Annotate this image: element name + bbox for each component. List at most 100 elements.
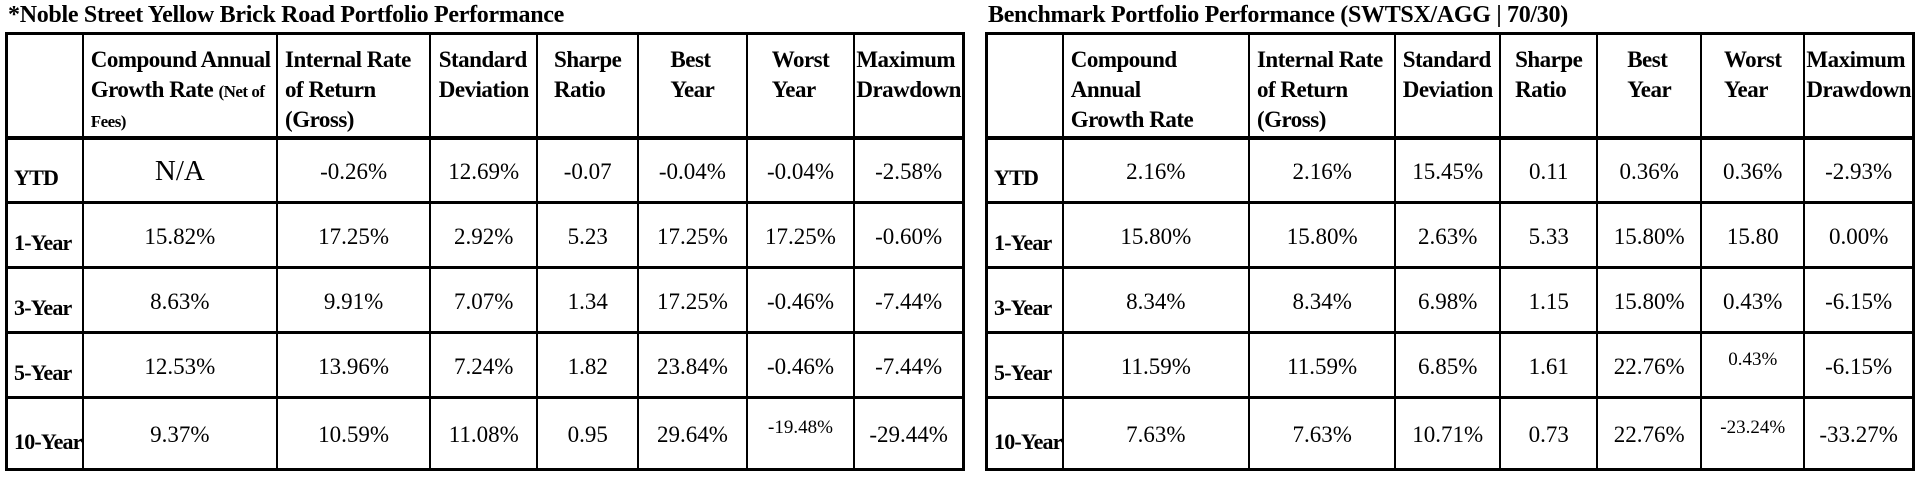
noble-street-portfolio-section: *Noble Street Yellow Brick Road Portfoli… [5, 2, 965, 472]
table-cell: N/A [81, 136, 279, 204]
row-label: 5-Year [5, 331, 84, 399]
table-cell: 5.33 [1499, 201, 1599, 269]
table-row: 3-Year 8.34% 8.34% 6.98% 1.15 15.80% 0.43% -6.1… [985, 266, 1915, 334]
row-label: 3-Year [5, 266, 84, 334]
row-label: 1-Year [985, 201, 1064, 269]
table-cell: 15.82% [81, 201, 279, 269]
table-cell: 8.34% [1247, 266, 1397, 334]
column-header: Compound Annual Growth Rate (Net of Fees) [81, 32, 279, 139]
table-row: 1-Year 15.82% 17.25% 2.92% 5.23 17.25% 17.25% -… [5, 201, 965, 269]
table-row: 5-Year 11.59% 11.59% 6.85% 1.61 22.76% 0.43% -6… [985, 331, 1915, 399]
table-cell: 1.15 [1499, 266, 1599, 334]
table-cell: 7.24% [429, 331, 539, 399]
table-cell: -19.48% [745, 396, 856, 471]
column-header: Worst Year [745, 32, 856, 139]
table-cell: -7.44% [853, 266, 965, 334]
column-header: Best Year [637, 32, 748, 139]
table-cell: -0.04% [745, 136, 856, 204]
table-cell: 1.82 [536, 331, 640, 399]
table-cell: 17.25% [637, 201, 748, 269]
table-cell: 12.69% [429, 136, 539, 204]
table-cell: 22.76% [1596, 396, 1703, 471]
table-cell: 11.59% [1061, 331, 1250, 399]
column-header: Compound Annual Growth Rate [1061, 32, 1250, 139]
table-cell: 7.63% [1061, 396, 1250, 471]
table-cell: 8.63% [81, 266, 279, 334]
table-cell: 0.36% [1596, 136, 1703, 204]
table-cell: 2.92% [429, 201, 539, 269]
table-cell: 15.80% [1247, 201, 1397, 269]
table-cell: 17.25% [276, 201, 432, 269]
noble-street-performance-table: Compound Annual Growth Rate (Net of Fees)… [5, 32, 965, 472]
table-cell: 9.37% [81, 396, 279, 471]
benchmark-performance-table: Compound Annual Growth Rate Internal Rate o… [985, 32, 1915, 472]
table-cell: 0.36% [1700, 136, 1806, 204]
table-cell: 0.43% [1700, 266, 1806, 334]
table-cell: 6.98% [1394, 266, 1502, 334]
table-cell: 15.80% [1596, 201, 1703, 269]
table-cell: -2.58% [853, 136, 965, 204]
table-row: 10-Year 7.63% 7.63% 10.71% 0.73 22.76% -23.24%… [985, 396, 1915, 471]
table-cell: 7.07% [429, 266, 539, 334]
table-cell: 6.85% [1394, 331, 1502, 399]
table-cell: 15.80% [1596, 266, 1703, 334]
benchmark-portfolio-section: Benchmark Portfolio Performance (SWTSX/A… [985, 2, 1915, 472]
header-row: Compound Annual Growth Rate (Net of Fees)… [5, 32, 965, 139]
table-cell: -0.26% [276, 136, 432, 204]
table-cell: 13.96% [276, 331, 432, 399]
table-cell: 12.53% [81, 331, 279, 399]
table-cell: -0.04% [637, 136, 748, 204]
table-row: 5-Year 12.53% 13.96% 7.24% 1.82 23.84% -0.46% -… [5, 331, 965, 399]
column-header: Internal Rate of Return (Gross) [1247, 32, 1397, 139]
table-cell: 17.25% [637, 266, 748, 334]
table-cell: -29.44% [853, 396, 965, 471]
table-cell: -0.46% [745, 266, 856, 334]
table-cell: 0.95 [536, 396, 640, 471]
table-cell: -7.44% [853, 331, 965, 399]
column-header: Maximum Drawdown [853, 32, 965, 139]
row-label: YTD [985, 136, 1064, 204]
table-cell: -6.15% [1803, 331, 1915, 399]
table-row: YTD 2.16% 2.16% 15.45% 0.11 0.36% 0.36% -2.93% [985, 136, 1915, 204]
table-row: 1-Year 15.80% 15.80% 2.63% 5.33 15.80% 15.80 0.… [985, 201, 1915, 269]
left-table-title: *Noble Street Yellow Brick Road Portfoli… [8, 2, 564, 28]
table-cell: -0.46% [745, 331, 856, 399]
table-cell: 2.16% [1247, 136, 1397, 204]
row-label: 10-Year [5, 396, 84, 471]
column-header: Internal Rate of Return (Gross) [276, 32, 432, 139]
table-cell: 8.34% [1061, 266, 1250, 334]
table-cell: 1.34 [536, 266, 640, 334]
table-cell: 9.91% [276, 266, 432, 334]
column-header: Sharpe Ratio [536, 32, 640, 139]
table-row: 3-Year 8.63% 9.91% 7.07% 1.34 17.25% -0.46% -7.… [5, 266, 965, 334]
table-cell: 2.63% [1394, 201, 1502, 269]
table-cell: 15.80% [1061, 201, 1250, 269]
table-cell: 15.80 [1700, 201, 1806, 269]
column-header: Sharpe Ratio [1499, 32, 1599, 139]
table-cell: 11.59% [1247, 331, 1397, 399]
table-cell: 0.00% [1803, 201, 1915, 269]
column-header: Worst Year [1700, 32, 1806, 139]
table-cell: 17.25% [745, 201, 856, 269]
row-label: 5-Year [985, 331, 1064, 399]
table-row: YTD N/A -0.26% 12.69% -0.07 -0.04% -0.04% -2.58… [5, 136, 965, 204]
header-row: Compound Annual Growth Rate Internal Rate o… [985, 32, 1915, 139]
column-header-note: (Net of Fees) [90, 81, 265, 131]
column-header: Maximum Drawdown [1803, 32, 1915, 139]
table-cell: 0.11 [1499, 136, 1599, 204]
table-cell: 23.84% [637, 331, 748, 399]
table-cell: 0.43% [1700, 331, 1806, 399]
table-cell: 10.59% [276, 396, 432, 471]
row-label: 10-Year [985, 396, 1064, 471]
row-label: YTD [5, 136, 84, 204]
table-cell: -2.93% [1803, 136, 1915, 204]
right-table-title: Benchmark Portfolio Performance (SWTSX/A… [988, 2, 1568, 28]
table-cell: 15.45% [1394, 136, 1502, 204]
table-cell: 0.73 [1499, 396, 1599, 471]
table-cell: 2.16% [1061, 136, 1250, 204]
column-header: Best Year [1596, 32, 1703, 139]
corner-cell [5, 32, 84, 139]
table-row: 10-Year 9.37% 10.59% 11.08% 0.95 29.64% -19.48… [5, 396, 965, 471]
table-cell: 7.63% [1247, 396, 1397, 471]
table-cell: -33.27% [1803, 396, 1915, 471]
